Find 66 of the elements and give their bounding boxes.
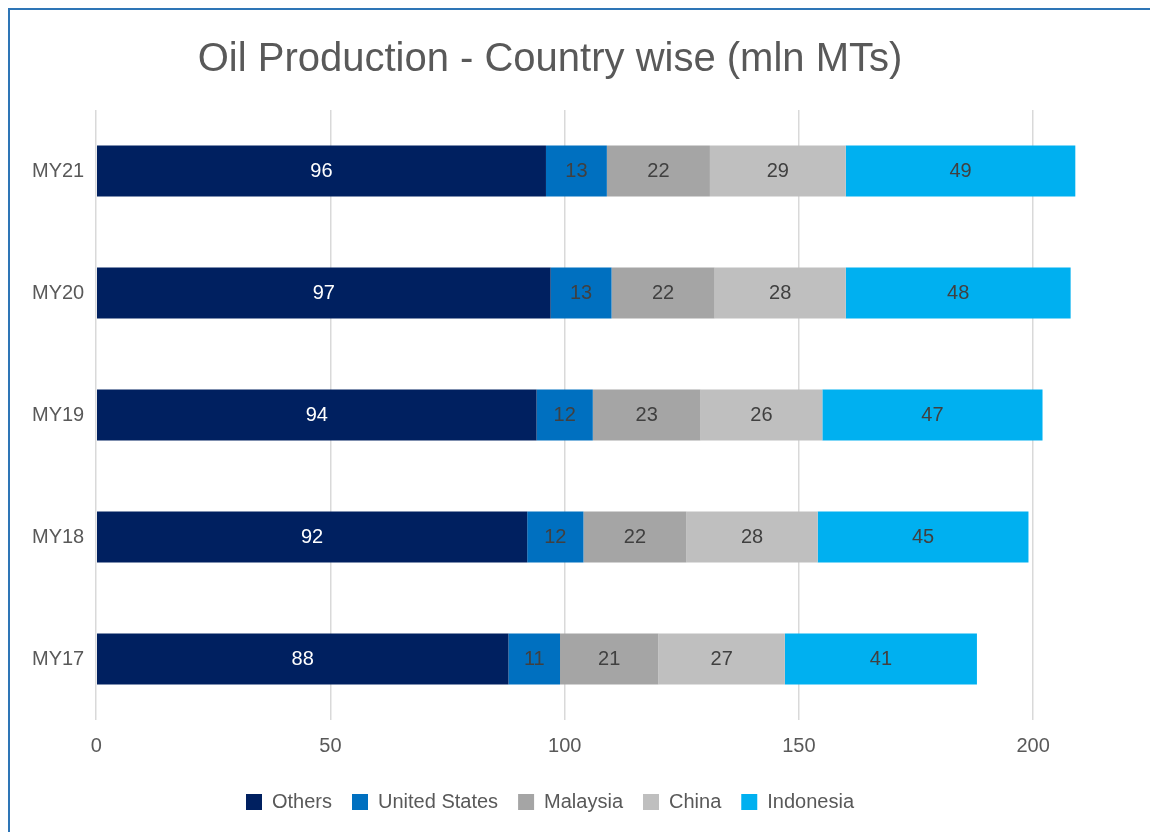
bar	[97, 267, 551, 319]
y-tick-label: MY17	[32, 646, 85, 669]
x-tick-label: 200	[1016, 733, 1050, 756]
data-label: 92	[300, 524, 324, 547]
bar	[583, 511, 687, 563]
data-label: 49	[949, 158, 972, 181]
bar	[845, 267, 1071, 319]
x-tick-label: 0	[90, 733, 102, 756]
bar	[592, 389, 701, 441]
data-label: 22	[623, 524, 647, 547]
data-label: 22	[647, 158, 670, 181]
bar	[845, 145, 1076, 197]
bar	[97, 511, 528, 563]
data-label: 45	[911, 524, 935, 547]
data-label: 12	[553, 402, 576, 425]
bar	[97, 145, 546, 197]
bar	[536, 389, 593, 441]
bar	[508, 633, 561, 685]
data-label: 28	[740, 524, 764, 547]
y-tick-label: MY19	[32, 402, 85, 425]
x-tick-label: 150	[782, 733, 816, 756]
data-label: 48	[947, 280, 970, 303]
bar	[550, 267, 612, 319]
data-label: 97	[312, 280, 335, 303]
legend-label: Indonesia	[767, 789, 855, 812]
data-label: 21	[598, 646, 621, 669]
legend-label: China	[669, 789, 723, 812]
y-tick-label: MY21	[32, 158, 85, 181]
bar	[545, 145, 607, 197]
bar	[606, 145, 710, 197]
data-label: 41	[869, 646, 893, 669]
data-label: 29	[766, 158, 789, 181]
data-label: 13	[569, 280, 593, 303]
legend-label: Others	[272, 789, 333, 812]
bar	[784, 633, 977, 685]
bar	[527, 511, 584, 563]
bar	[658, 633, 785, 685]
data-label: 11	[523, 646, 545, 669]
y-tick-label: MY18	[32, 524, 85, 547]
data-label: 94	[305, 402, 328, 425]
bar	[817, 511, 1029, 563]
chart-title: Oil Production - Country wise (mln MTs)	[197, 35, 903, 80]
data-label: 22	[651, 280, 675, 303]
bar	[822, 389, 1043, 441]
data-label: 23	[635, 402, 658, 425]
bar	[97, 389, 537, 441]
bar	[686, 511, 818, 563]
bar	[611, 267, 715, 319]
bar	[560, 633, 659, 685]
bar	[700, 389, 823, 441]
data-label: 47	[921, 402, 944, 425]
data-label: 96	[310, 158, 333, 181]
data-label: 13	[565, 158, 588, 181]
data-label: 12	[544, 524, 567, 547]
bar	[714, 267, 846, 319]
x-tick-label: 100	[548, 733, 582, 756]
legend-label: United States	[378, 789, 499, 812]
data-label: 88	[291, 646, 314, 669]
y-tick-label: MY20	[32, 280, 85, 303]
data-label: 26	[750, 402, 773, 425]
data-label: 27	[710, 646, 733, 669]
bar	[97, 633, 509, 685]
x-tick-label: 50	[319, 733, 342, 756]
data-label: 28	[769, 280, 792, 303]
bar	[709, 145, 846, 197]
legend-label: Malaysia	[544, 789, 624, 812]
